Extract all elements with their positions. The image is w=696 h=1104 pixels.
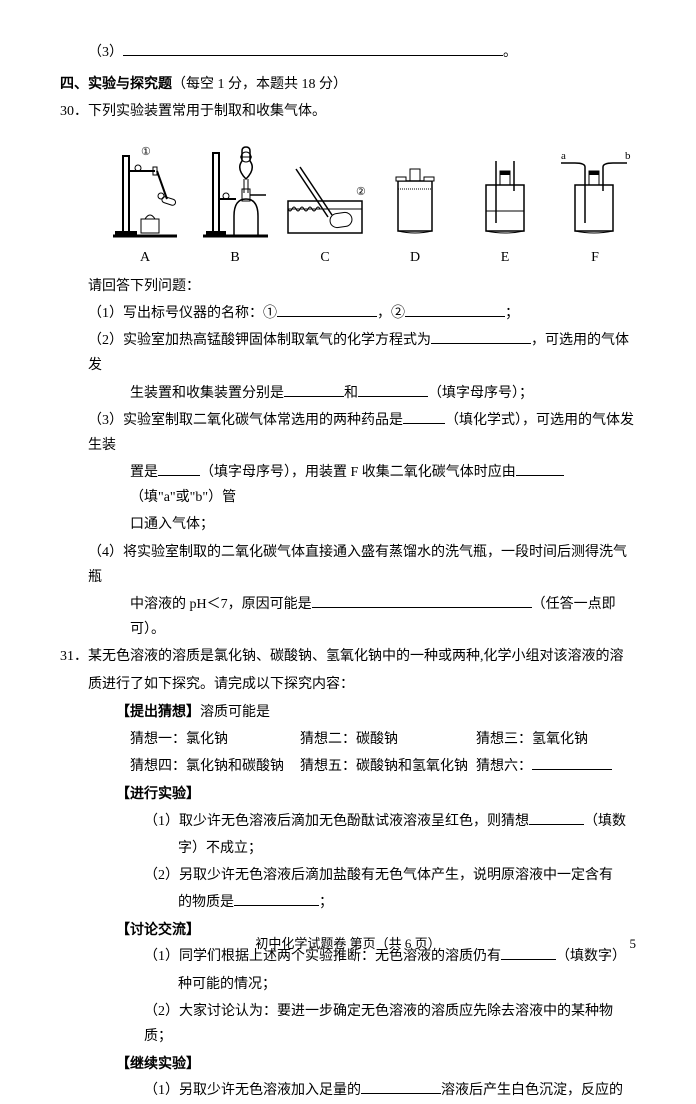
guess5: 猜想五：碳酸钠和氢氧化钠 — [300, 754, 476, 779]
section-4-note: （每空 1 分，本题共 18 分） — [172, 77, 347, 92]
q31-e2-l1: （2）另取少许无色溶液后滴加盐酸有无色气体产生，说明原溶液中一定含有 — [60, 863, 636, 888]
t: （1）另取少许无色溶液加入足量的 — [144, 1083, 361, 1098]
t: （1）写出标号仪器的名称：① — [88, 306, 277, 321]
t: 置是 — [130, 465, 158, 480]
label-f: F — [550, 245, 640, 270]
label-c: C — [280, 245, 370, 270]
q31-c1: （1）另取少许无色溶液加入足量的 溶液后产生白色沉淀，反应的 — [60, 1078, 636, 1103]
q31-e2-l2: 的物质是 ； — [60, 890, 636, 915]
q29-3-end: 。 — [503, 45, 517, 60]
t: （1）取少许无色溶液后滴加无色酚酞试液溶液呈红色，则猜想 — [144, 814, 529, 829]
blank — [516, 462, 564, 476]
blank — [532, 756, 612, 770]
q31-l1: 31．某无色溶液的溶质是氯化钠、碳酸钠、氢氧化钠中的一种或两种,化学小组对该溶液… — [60, 644, 636, 669]
guess2: 猜想二：碳酸钠 — [300, 727, 476, 752]
t: 中溶液的 pH＜7，原因可能是 — [130, 597, 312, 612]
t: 【提出猜想】 — [116, 703, 200, 719]
blank — [361, 1080, 441, 1094]
t: ，② — [377, 306, 405, 321]
t: 生装置和收集装置分别是 — [130, 386, 284, 401]
apparatus-b-svg — [198, 141, 273, 241]
blank — [403, 410, 445, 424]
guess6: 猜想六： — [476, 754, 612, 779]
q30-stem: 30．下列实验装置常用于制取和收集气体。 — [60, 99, 636, 124]
q31-d2: （2）大家讨论认为：要进一步确定无色溶液的溶质应先除去溶液中的某种物质； — [60, 999, 636, 1049]
q30-3-l2: 置是 （填字母序号），用装置 F 收集二氧化碳气体时应由 （填"a"或"b"）管 — [60, 460, 636, 510]
q29-3: （3） 。 — [60, 40, 636, 65]
t: 溶液后产生白色沉淀，反应的 — [441, 1083, 623, 1098]
apparatus-d — [370, 141, 460, 241]
label-b: B — [190, 245, 280, 270]
q31-h1: 【提出猜想】溶质可能是 — [60, 699, 636, 725]
q31-l2: 质进行了如下探究。请完成以下探究内容： — [60, 672, 636, 697]
t: 溶质可能是 — [200, 705, 270, 720]
apparatus-f-svg: a b — [553, 141, 638, 241]
guess1: 猜想一：氯化钠 — [130, 727, 300, 752]
blank — [123, 42, 503, 56]
blank — [312, 594, 532, 608]
q30-1: （1）写出标号仪器的名称：① ，② ； — [60, 301, 636, 326]
section-4-heading: 四、实验与探究题（每空 1 分，本题共 18 分） — [60, 71, 636, 97]
apparatus-e — [460, 141, 550, 241]
t: （2）实验室加热高锰酸钾固体制取氧气的化学方程式为 — [88, 333, 431, 348]
q29-3-label: （3） — [88, 45, 123, 60]
blank — [158, 462, 200, 476]
page-number: 5 — [630, 932, 637, 955]
t: （3）实验室制取二氧化碳气体常选用的两种药品是 — [88, 413, 403, 428]
label-a: A — [100, 245, 190, 270]
apparatus-a: ① — [100, 141, 190, 241]
mark-2: ② — [356, 186, 366, 198]
apparatus-a-svg: ① — [105, 141, 185, 241]
t: 和 — [344, 386, 358, 401]
q30-2-l1: （2）实验室加热高锰酸钾固体制取氧气的化学方程式为，可选用的气体发 — [60, 328, 636, 378]
t: 的物质是 — [178, 895, 234, 910]
q30-intro: 请回答下列问题： — [60, 274, 636, 299]
q30-2-l2: 生装置和收集装置分别是 和 （填字母序号）； — [60, 381, 636, 406]
q31-d1-l2: 种可能的情况； — [60, 972, 636, 997]
q31-h4: 【继续实验】 — [60, 1051, 636, 1076]
apparatus-row: ① — [100, 131, 640, 241]
label-e: E — [460, 245, 550, 270]
q30-4-l1: （4）将实验室制取的二氧化碳气体直接通入盛有蒸馏水的洗气瓶，一段时间后测得洗气瓶 — [60, 540, 636, 590]
blank — [284, 383, 344, 397]
apparatus-b — [190, 141, 280, 241]
mark-1: ① — [141, 146, 151, 158]
apparatus-d-svg — [380, 141, 450, 241]
q31-e1-l2: 字）不成立； — [60, 836, 636, 861]
t: （填字母序号），用装置 F 收集二氧化碳气体时应由 — [200, 465, 516, 480]
q30-4-l2: 中溶液的 pH＜7，原因可能是（任答一点即可）。 — [60, 592, 636, 642]
blank — [529, 811, 584, 825]
apparatus-labels: A B C D E F — [100, 245, 640, 270]
apparatus-diagram: ① — [100, 131, 640, 270]
guess3: 猜想三：氢氧化钠 — [476, 727, 588, 752]
blank — [431, 330, 531, 344]
q30-3-l1: （3）实验室制取二氧化碳气体常选用的两种药品是（填化学式），可选用的气体发生装 — [60, 408, 636, 458]
guess4: 猜想四：氯化钠和碳酸钠 — [130, 754, 300, 779]
section-4-title: 四、实验与探究题 — [60, 75, 172, 91]
apparatus-e-svg — [470, 141, 540, 241]
blank — [234, 892, 319, 906]
q31-e1-l1: （1）取少许无色溶液后滴加无色酚酞试液溶液呈红色，则猜想 （填数 — [60, 809, 636, 834]
t: （填数 — [584, 814, 626, 829]
t: 猜想六： — [476, 759, 532, 774]
t: （填"a"或"b"）管 — [130, 490, 236, 505]
blank — [277, 303, 377, 317]
apparatus-c: ② — [280, 141, 370, 241]
mark-b: b — [625, 150, 631, 162]
t: （填字母序号）； — [428, 386, 533, 401]
q31-h2: 【进行实验】 — [60, 781, 636, 806]
page-footer: 初中化学试题卷 第页（共 6 页） — [0, 932, 696, 955]
t: ； — [505, 306, 519, 321]
blank — [405, 303, 505, 317]
q31-guess-row2: 猜想四：氯化钠和碳酸钠 猜想五：碳酸钠和氢氧化钠 猜想六： — [60, 754, 636, 779]
t: ； — [319, 895, 333, 910]
mark-a: a — [561, 150, 566, 162]
label-d: D — [370, 245, 460, 270]
apparatus-f: a b — [550, 141, 640, 241]
q31-guess-row1: 猜想一：氯化钠 猜想二：碳酸钠 猜想三：氢氧化钠 — [60, 727, 636, 752]
apparatus-c-svg: ② — [280, 141, 370, 241]
q30-3-l3: 口通入气体； — [60, 512, 636, 537]
blank — [358, 383, 428, 397]
